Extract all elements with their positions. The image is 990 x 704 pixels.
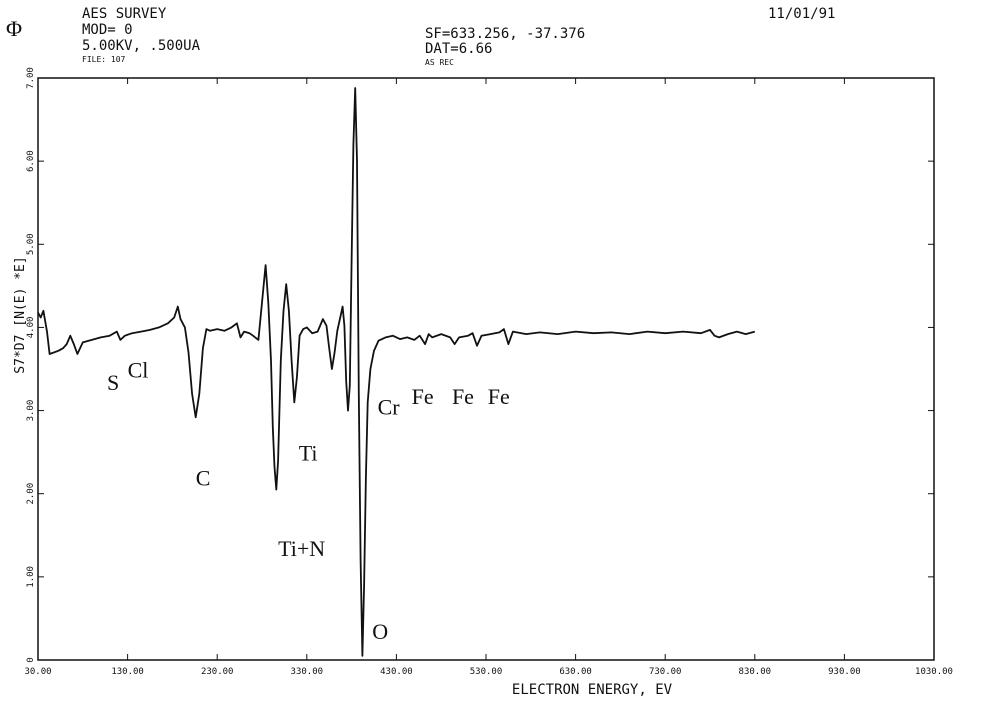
axis-ticks (37, 77, 935, 661)
x-tick-label: 530.00 (470, 667, 503, 677)
dat-readout: DAT=6.66 (425, 41, 492, 57)
scale-factor-readout: SF=633.256, -37.376 (425, 26, 585, 42)
y-axis-label: S7*D7 [N(E) *E] (13, 256, 28, 373)
peak-label: Cl (128, 357, 149, 382)
peak-label: S (107, 370, 119, 395)
peak-label: Ti (299, 440, 318, 465)
spectrum-series (37, 87, 756, 657)
y-tick-label: 1.00 (26, 566, 36, 588)
header-line-3: 5.00KV, .500UA (82, 38, 201, 54)
peak-label: Fe (488, 384, 510, 409)
x-tick-label: 330.00 (291, 667, 324, 677)
x-tick-label: 630.00 (559, 667, 592, 677)
plot-frame (37, 77, 935, 661)
logo-glyph: Φ (6, 16, 22, 41)
peak-label: Fe (452, 384, 474, 409)
header-file-label: FILE: 107 (82, 55, 126, 64)
x-tick-label: 930.00 (828, 667, 861, 677)
as-rec-label: AS REC (425, 58, 454, 67)
peak-label: Ti+N (278, 536, 325, 561)
y-tick-label: 0 (26, 657, 36, 662)
y-tick-label: 6.00 (26, 150, 36, 172)
y-tick-label: 4.00 (26, 317, 36, 339)
peak-label: C (196, 465, 211, 490)
peak-annotations: S Cl C Ti+N Ti Cr Fe Fe Fe O (107, 357, 510, 644)
header-line-1: AES SURVEY (82, 6, 167, 22)
x-tick-label: 430.00 (380, 667, 413, 677)
report-header: Φ AES SURVEY MOD= 0 5.00KV, .500UA FILE:… (6, 6, 835, 67)
x-axis-label: ELECTRON ENERGY, EV (512, 682, 673, 698)
report-date: 11/01/91 (768, 6, 835, 22)
peak-label: Fe (412, 384, 434, 409)
x-tick-label: 230.00 (201, 667, 234, 677)
peak-label: O (372, 619, 388, 644)
y-tick-labels: 0 1.00 2.00 3.00 4.00 5.00 6.00 7.00 (26, 67, 36, 663)
x-tick-label: 830.00 (739, 667, 772, 677)
peak-label: Cr (378, 395, 401, 420)
header-line-2: MOD= 0 (82, 22, 133, 38)
y-tick-label: 7.00 (26, 67, 36, 89)
y-tick-label: 3.00 (26, 400, 36, 422)
y-tick-label: 2.00 (26, 483, 36, 505)
x-tick-label: 730.00 (649, 667, 682, 677)
x-tick-label: 130.00 (111, 667, 144, 677)
y-tick-label: 5.00 (26, 233, 36, 255)
x-tick-label: 30.00 (24, 667, 51, 677)
x-tick-label: 1030.00 (915, 667, 953, 677)
x-tick-labels: 30.00 130.00 230.00 330.00 430.00 530.00 630.0… (24, 667, 953, 677)
spectrum-line (37, 87, 756, 657)
